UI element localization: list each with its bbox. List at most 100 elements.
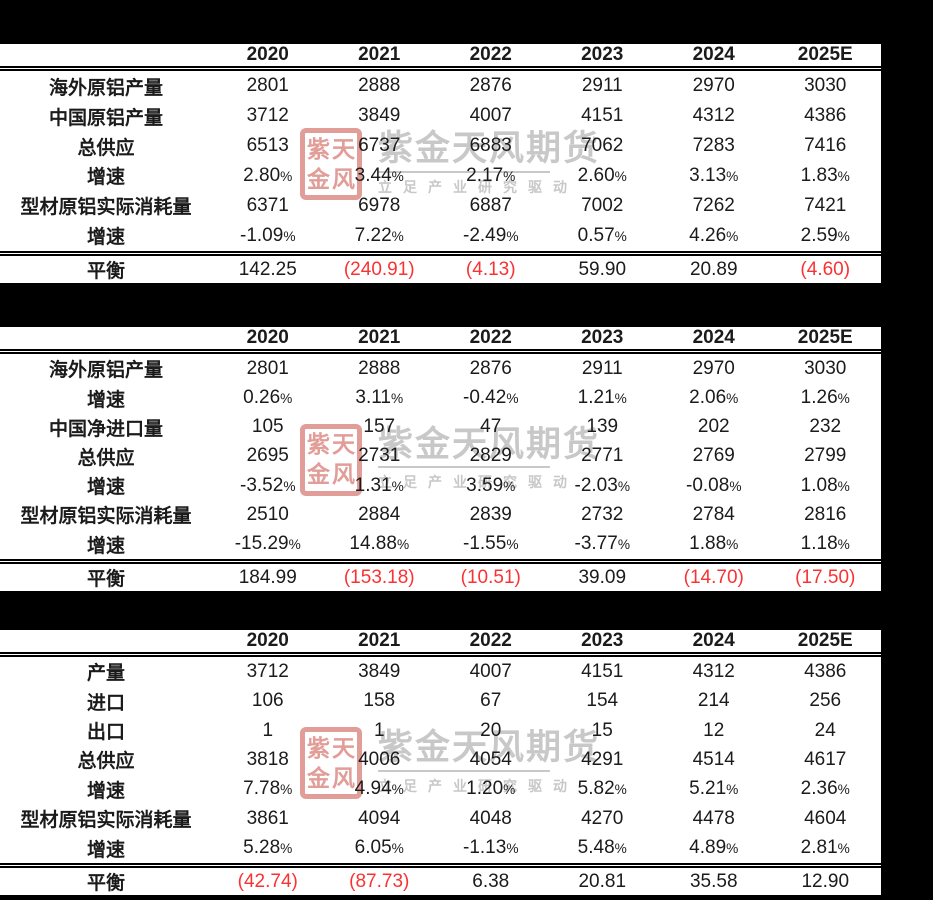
value-cell: 4386 — [804, 105, 847, 127]
value-cell: 4604 — [804, 807, 847, 829]
value-cell: 4151 — [581, 105, 624, 127]
value-cell: 0.26% — [243, 387, 293, 409]
year-header: 2023 — [546, 629, 658, 657]
value-cell: 7421 — [804, 194, 847, 216]
percent-sign: % — [503, 478, 516, 494]
row-label: 中国原铝产量 — [48, 107, 163, 129]
year-header: 2025E — [769, 629, 881, 657]
percent-sign: % — [837, 782, 850, 798]
percent-sign: % — [614, 228, 627, 244]
row-label: 型材原铝实际消耗量 — [20, 197, 192, 219]
value-cell: 2.17% — [466, 164, 516, 186]
value-cell: 3849 — [358, 105, 401, 127]
balance-row: 平衡 142.25 (240.91) (4.13) 59.90 20.89 (4.60) — [0, 251, 881, 285]
table-row: 增速 -15.29% 14.88% -1.55% -3.77% 1.88% 1.18% — [0, 530, 881, 562]
table-row: 增速 2.80% 3.44% 2.17% 2.60% 3.13% 1.83% — [0, 161, 881, 191]
value-cell: 5.28% — [243, 837, 293, 859]
value-cell: 3712 — [246, 660, 289, 682]
balance-value-cell: 184.99 — [212, 559, 324, 593]
balance-value-cell: 35.58 — [658, 863, 770, 897]
value-cell: 1.83% — [800, 164, 850, 186]
global-balance-table: 2020 2021 2022 2023 2024 2025E 海外原铝产量 2801 2888… — [0, 42, 881, 286]
value-cell: 6371 — [246, 194, 289, 216]
percent-sign: % — [506, 841, 519, 857]
year-header: 2021 — [323, 629, 435, 657]
table-row: 型材原铝实际消耗量 6371 6978 6887 7002 7262 7421 — [0, 191, 881, 221]
percent-sign: % — [390, 391, 404, 407]
value-cell: -1.09% — [240, 224, 296, 246]
value-cell: 2.60% — [577, 164, 627, 186]
value-cell: 6.05% — [354, 837, 404, 859]
percent-sign: % — [280, 391, 293, 407]
china-balance-table: 2020 2021 2022 2023 2024 2025E 产量 3712 3849 4007… — [0, 628, 881, 898]
row-label: 总供应 — [77, 137, 135, 159]
percent-sign: % — [391, 228, 404, 244]
balance-value-cell: (42.74) — [212, 863, 324, 897]
value-cell: 2784 — [692, 503, 735, 525]
value-cell: 2970 — [692, 357, 735, 379]
table-row: 型材原铝实际消耗量 2510 2884 2839 2732 2784 2816 — [0, 500, 881, 529]
value-cell: 7283 — [692, 135, 735, 157]
value-cell: 24 — [814, 719, 836, 741]
value-cell: 47 — [480, 416, 502, 438]
balance-row: 平衡 (42.74) (87.73) 6.38 20.81 35.58 12.90 — [0, 863, 881, 897]
value-cell: 2510 — [246, 503, 289, 525]
balance-row: 平衡 184.99 (153.18) (10.51) 39.09 (14.70) (17.5… — [0, 559, 881, 593]
row-label: 总供应 — [77, 447, 135, 469]
value-cell: 3030 — [804, 75, 847, 97]
value-cell: 4007 — [469, 660, 512, 682]
percent-sign: % — [280, 168, 293, 184]
balance-value-cell: 142.25 — [212, 251, 324, 285]
balance-value-cell: (87.73) — [323, 863, 435, 897]
percent-sign: % — [614, 841, 627, 857]
percent-sign: % — [726, 537, 739, 553]
row-label: 进口 — [86, 692, 125, 714]
value-cell: 3.11% — [355, 387, 404, 409]
percent-sign: % — [391, 841, 404, 857]
row-label: 产量 — [86, 663, 125, 685]
percent-sign: % — [283, 478, 296, 494]
balance-value-cell: (153.18) — [323, 559, 435, 593]
value-cell: 4312 — [692, 660, 735, 682]
row-label: 增速 — [86, 167, 125, 189]
row-label: 型材原铝实际消耗量 — [20, 810, 192, 832]
year-header: 2020 — [212, 43, 324, 71]
value-cell: 5.21% — [689, 778, 739, 800]
year-header: 2023 — [546, 43, 658, 71]
value-cell: 6737 — [358, 135, 401, 157]
row-label: 海外原铝产量 — [48, 77, 163, 99]
value-cell: 20 — [480, 719, 502, 741]
table-row: 中国原铝产量 3712 3849 4007 4151 4312 4386 — [0, 101, 881, 131]
value-cell: 4007 — [469, 105, 512, 127]
value-cell: 15 — [591, 719, 613, 741]
percent-sign: % — [617, 478, 630, 494]
value-cell: 1.88% — [689, 533, 739, 555]
percent-sign: % — [503, 782, 516, 798]
row-label: 中国净进口量 — [48, 418, 163, 440]
value-cell: 2.80% — [243, 164, 293, 186]
row-label: 出口 — [86, 722, 125, 744]
balance-value-cell: 39.09 — [546, 559, 658, 593]
value-cell: 4151 — [581, 660, 624, 682]
value-cell: 2.81% — [800, 837, 850, 859]
percent-sign: % — [614, 391, 627, 407]
value-cell: -2.03% — [574, 474, 630, 496]
percent-sign: % — [726, 168, 739, 184]
value-cell: 6887 — [469, 194, 512, 216]
value-cell: 1.08% — [800, 474, 850, 496]
value-cell: 4048 — [469, 807, 512, 829]
china-balance-table-card: 紫 天 金 风 紫金天风期货 立足产业研究驱动 2020 2021 2022 2023… — [0, 628, 881, 898]
percent-sign: % — [280, 841, 293, 857]
value-cell: 7002 — [581, 194, 624, 216]
table-row: 进口 106 158 67 154 214 256 — [0, 687, 881, 716]
row-label: 增速 — [86, 477, 125, 499]
year-header: 2022 — [435, 326, 547, 354]
row-label: 型材原铝实际消耗量 — [20, 506, 192, 528]
balance-row-label: 平衡 — [0, 863, 212, 897]
percent-sign: % — [280, 782, 293, 798]
value-cell: 7062 — [581, 135, 624, 157]
balance-value-cell: (240.91) — [323, 251, 435, 285]
value-cell: 4054 — [469, 748, 512, 770]
year-header-row: 2020 2021 2022 2023 2024 2025E — [0, 326, 881, 354]
table-row: 总供应 2695 2731 2829 2771 2769 2799 — [0, 442, 881, 471]
